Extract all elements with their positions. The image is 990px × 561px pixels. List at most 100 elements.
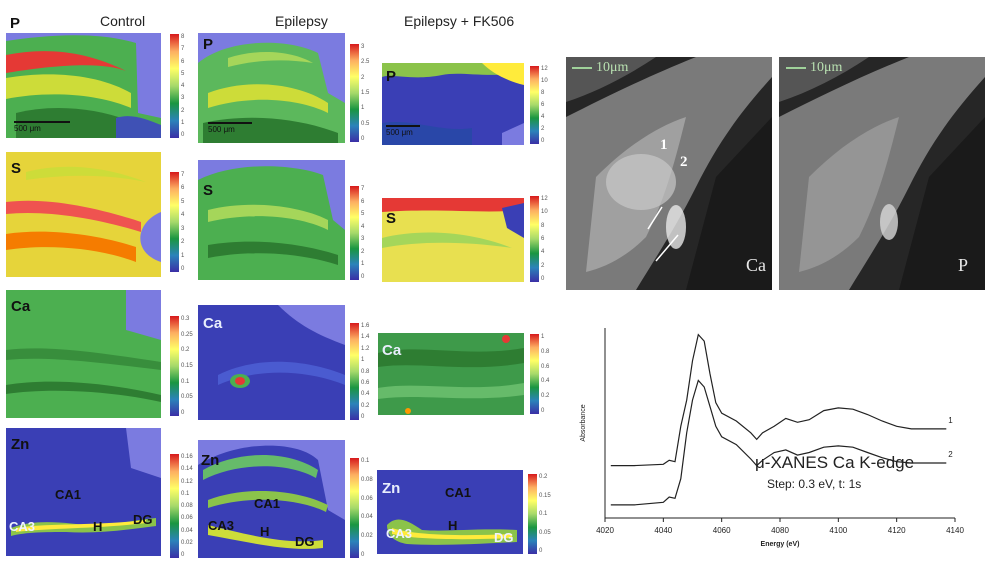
colorbar-tick-label: 0.14 xyxy=(181,466,193,473)
region-h-epilepsy: H xyxy=(260,524,270,539)
colorbar-ca-control xyxy=(170,316,179,416)
colorbar-tick-label: 3 xyxy=(181,95,185,102)
colorbar-tick-label: 0 xyxy=(541,276,545,282)
colorbar-s-fk506 xyxy=(530,196,539,282)
map-p-fk506 xyxy=(382,63,524,145)
colorbar-tick-label: 0.05 xyxy=(539,529,551,536)
y-axis-label: Absorbance xyxy=(580,404,587,441)
micrograph-label-p: P xyxy=(958,255,969,275)
colorbar-tick-label: 1 xyxy=(181,252,185,259)
colorbar-tick-label: 0.25 xyxy=(181,331,193,338)
element-label-ca-epilepsy: Ca xyxy=(203,315,223,332)
region-h-fk506: H xyxy=(448,518,458,533)
colorbar-tick-label: 8 xyxy=(181,34,185,40)
colorbar-tick-label: 0.04 xyxy=(361,514,373,521)
colorbar-tick-label: 0.2 xyxy=(361,402,370,409)
colorbar-tick-label: 0.6 xyxy=(361,379,370,386)
micrograph-label-ca: Ca xyxy=(746,255,766,275)
colorbar-tick-label: 0.1 xyxy=(181,378,190,385)
colorbar-tick-label: 0.15 xyxy=(181,363,193,369)
colorbar-tick-label: 4 xyxy=(541,249,545,256)
colorbar-tick-label: 7 xyxy=(181,46,185,53)
x-tick-label: 4140 xyxy=(946,526,964,535)
region-dg-control: DG xyxy=(133,512,153,527)
colorbar-tick-label: 0.02 xyxy=(361,533,373,540)
colorbar-tick-label: 0.08 xyxy=(361,476,373,483)
element-label-s-epilepsy: S xyxy=(203,182,214,199)
map-zn-epilepsy xyxy=(198,440,345,558)
colorbar-tick-label: 2 xyxy=(541,126,545,132)
xanes-series-1 xyxy=(610,333,947,467)
colorbar-tick-label: 2.5 xyxy=(361,59,370,66)
map-p-epilepsy xyxy=(198,33,345,143)
colorbar-tick-label: 12 xyxy=(541,196,548,202)
colorbar-tick-label: 10 xyxy=(541,209,548,216)
x-tick-label: 4100 xyxy=(829,526,847,535)
colorbar-tick-label: 2 xyxy=(181,107,185,114)
map-ca-fk506 xyxy=(378,333,524,415)
colorbar-tick-label: 0 xyxy=(361,274,365,280)
colorbar-ca-epilepsy xyxy=(350,323,359,420)
colorbar-tick-label: 0.2 xyxy=(181,347,190,354)
colorbar-tick-label: 0.1 xyxy=(361,458,370,464)
element-label-p-control: P xyxy=(10,15,21,32)
region-dg-epilepsy: DG xyxy=(295,534,315,549)
colorbar-tick-label: 0.08 xyxy=(181,503,193,509)
micrograph-scale-p: 10μm xyxy=(786,60,842,76)
colorbar-tick-label: 8 xyxy=(541,90,545,96)
scale-bar-epilepsy: 500 μm xyxy=(208,122,252,134)
colorbar-tick-label: 2 xyxy=(361,248,365,255)
micrograph-ca xyxy=(566,57,772,290)
colorbar-tick-label: 0.15 xyxy=(539,492,551,499)
map-p-control xyxy=(6,33,161,138)
colorbar-tick-label: 6 xyxy=(541,102,545,108)
colorbar-tick-label: 0 xyxy=(181,410,185,416)
colorbar-tick-label: 3 xyxy=(361,236,365,243)
colorbar-tick-label: 0 xyxy=(539,548,543,554)
colorbar-tick-label: 1 xyxy=(361,261,365,268)
colorbar-tick-label: 0.05 xyxy=(181,394,193,401)
colorbar-tick-label: 1.5 xyxy=(361,90,370,96)
column-title-control: Control xyxy=(100,13,146,29)
colorbar-tick-label: 0 xyxy=(541,408,545,414)
x-axis-label: Energy (eV) xyxy=(761,541,800,548)
colorbar-tick-label: 0.2 xyxy=(539,474,548,480)
colorbar-tick-label: 0.4 xyxy=(361,391,370,398)
colorbar-tick-label: 0.12 xyxy=(181,478,193,485)
colorbar-tick-label: 5 xyxy=(361,211,365,218)
region-ca3-fk506: CA3 xyxy=(386,526,413,541)
colorbar-tick-label: 3 xyxy=(361,44,365,50)
colorbar-tick-label: 5 xyxy=(181,70,185,77)
element-label-zn-control: Zn xyxy=(11,436,30,453)
colorbar-tick-label: 1.6 xyxy=(361,323,370,329)
x-tick-label: 4080 xyxy=(771,526,789,535)
element-label-p-fk506: P xyxy=(386,68,397,85)
colorbar-tick-label: 10 xyxy=(541,78,548,84)
colorbar-tick-label: 8 xyxy=(541,222,545,229)
colorbar-tick-label: 6 xyxy=(181,185,185,192)
column-title-fk506: Epilepsy + FK506 xyxy=(404,13,515,29)
colorbar-tick-label: 0.3 xyxy=(181,316,190,322)
scale-bar-fk506: 500 μm xyxy=(386,125,420,137)
colorbar-tick-label: 0.5 xyxy=(361,120,370,127)
colorbar-tick-label: 4 xyxy=(361,223,365,230)
point-label-2: 2 xyxy=(680,154,688,170)
colorbar-tick-label: 0.1 xyxy=(181,490,190,497)
element-label-zn-epilepsy: Zn xyxy=(201,452,220,469)
colorbar-tick-label: 0.06 xyxy=(181,515,193,522)
colorbar-tick-label: 0 xyxy=(541,138,545,144)
x-tick-label: 4040 xyxy=(654,526,672,535)
region-ca1-control: CA1 xyxy=(55,487,82,502)
micrograph-scale-ca: 10μm xyxy=(572,60,628,76)
micrograph-p xyxy=(779,57,985,290)
xanes-chart: 4020 4040 4060 4080 4100 4120 4140 1 2 Absorbance… xyxy=(580,328,964,548)
colorbar-tick-label: 0.04 xyxy=(181,527,193,534)
colorbar-zn-control xyxy=(170,454,179,558)
xanes-series-2 xyxy=(610,379,947,506)
colorbar-tick-label: 0.06 xyxy=(361,495,373,502)
colorbar-tick-label: 0.8 xyxy=(361,368,370,375)
scale-bar-control: 500 μm xyxy=(14,121,70,133)
series-label-2: 2 xyxy=(948,450,953,459)
region-dg-fk506: DG xyxy=(494,530,514,545)
element-label-s-control: S xyxy=(11,160,22,177)
